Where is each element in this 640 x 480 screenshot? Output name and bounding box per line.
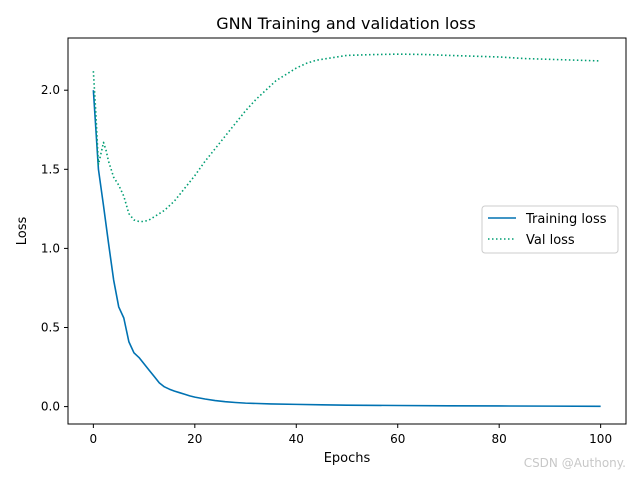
legend: Training loss Val loss [481, 205, 619, 254]
x-tick-label: 60 [390, 432, 405, 446]
x-tick-label: 100 [589, 432, 612, 446]
legend-label-val-loss: Val loss [526, 233, 575, 248]
watermark: CSDN @Authony. [523, 456, 626, 470]
plot-frame [67, 37, 627, 425]
y-tick-label: 0.5 [41, 321, 60, 335]
x-tick-label: 40 [289, 432, 304, 446]
series-line-training-loss [92, 90, 601, 408]
y-tick-label: 1.0 [41, 241, 60, 255]
y-tick-label: 0.0 [41, 400, 60, 414]
legend-label-training-loss: Training loss [525, 212, 607, 227]
chart-title: GNN Training and validation loss [216, 14, 476, 33]
y-axis-label: Loss [15, 217, 30, 246]
x-tick-label: 80 [492, 432, 507, 446]
x-tick-label: 20 [187, 432, 202, 446]
y-tick-label: 1.5 [41, 162, 60, 176]
x-axis-label: Epochs [324, 451, 371, 466]
series-line-val-loss [92, 53, 601, 223]
x-tick-label: 0 [90, 432, 98, 446]
y-tick-label: 2.0 [41, 83, 60, 97]
